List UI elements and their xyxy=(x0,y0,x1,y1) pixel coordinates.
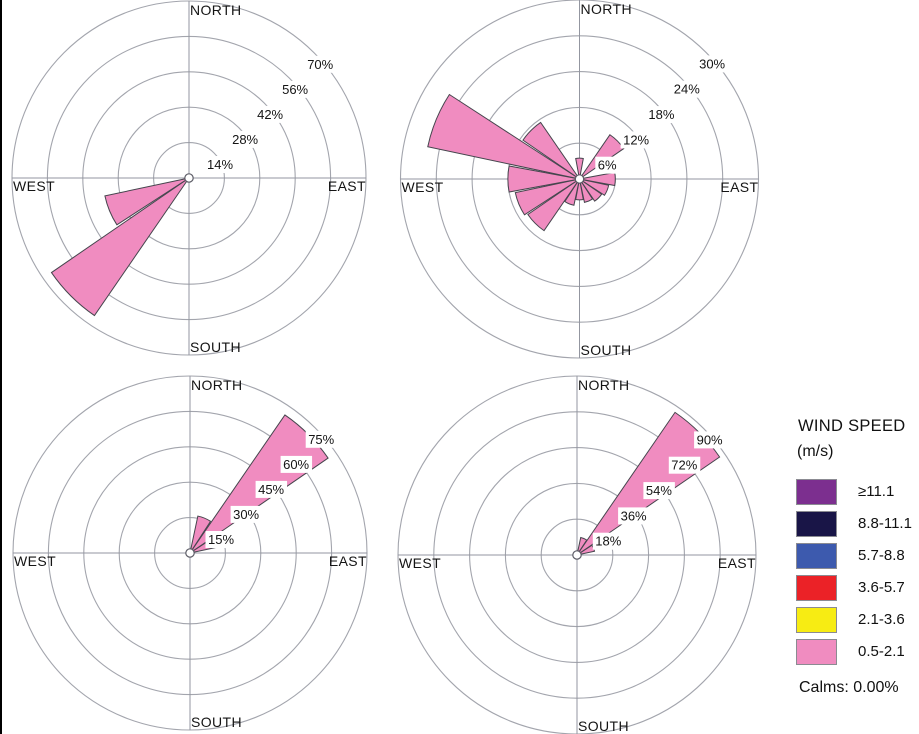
cardinal-east: EAST xyxy=(328,178,366,194)
ring-label-72pct: 72% xyxy=(671,458,697,473)
cardinal-east: EAST xyxy=(720,179,758,195)
windrose-bottom-right: 18%36% 54% 72%90% NORTH SOUTH WEST EAST xyxy=(397,375,757,734)
cardinal-north: NORTH xyxy=(578,377,630,393)
windrose-top-right: 6% 12% 18%24% 30% NORTH SOUTH WEST EAST xyxy=(400,0,759,359)
petal-n xyxy=(575,157,584,180)
cardinal-north: NORTH xyxy=(190,2,242,18)
ring-label-bg xyxy=(254,105,287,123)
ring-label-90pct: 90% xyxy=(697,432,723,447)
ring-label-30pct: 30% xyxy=(233,507,259,522)
ring-label-bg xyxy=(668,456,701,474)
ring-label-36pct: 36% xyxy=(621,508,647,523)
petal-nw xyxy=(522,121,580,180)
ring-label-18pct: 18% xyxy=(648,107,674,122)
ring-label-60pct: 60% xyxy=(283,457,309,472)
ring-label-bg xyxy=(696,55,729,73)
petal-wnw xyxy=(427,93,580,180)
center-dot xyxy=(574,174,585,184)
center-dot xyxy=(185,548,195,558)
ring-label-bg xyxy=(304,55,337,73)
cardinal-south: SOUTH xyxy=(581,342,632,358)
ring-label-70pct: 70% xyxy=(307,57,333,72)
ring-label-bg xyxy=(280,455,313,473)
ring-label-14pct: 14% xyxy=(207,157,233,172)
cardinal-north: NORTH xyxy=(581,1,633,17)
ring-label-bg xyxy=(643,482,675,500)
petal-wsw xyxy=(104,177,190,226)
ring-label-56pct: 56% xyxy=(282,82,308,97)
ring-label-bg xyxy=(694,431,726,449)
ring-label-45pct: 45% xyxy=(258,482,284,497)
cardinal-west: WEST xyxy=(14,553,56,569)
ring-label-24pct: 24% xyxy=(674,82,700,97)
cardinal-east: EAST xyxy=(718,555,756,571)
petal-sse xyxy=(579,178,594,203)
left-edge-line xyxy=(0,0,2,734)
windrose-top-left: 14% 28% 42% 56% 70% NORTH SOUTH WEST EAST xyxy=(11,0,367,356)
ring-label-bg xyxy=(645,106,678,124)
petal-w xyxy=(507,165,580,193)
ring-label-bg xyxy=(595,156,620,174)
ring-label-bg xyxy=(279,80,312,98)
ring-label-bg xyxy=(618,507,650,525)
ring-label-12pct: 12% xyxy=(623,132,649,147)
cardinal-east: EAST xyxy=(329,553,367,569)
petal-sw xyxy=(527,178,580,232)
petal-ssw xyxy=(564,178,580,206)
ring-label-42pct: 42% xyxy=(257,107,283,122)
ring-label-30pct: 30% xyxy=(699,56,725,71)
center-dot xyxy=(572,550,582,560)
ring-label-18pct: 18% xyxy=(595,534,621,549)
center-dot xyxy=(184,173,194,183)
petal-sw xyxy=(50,177,190,317)
petal-wsw xyxy=(514,178,580,216)
ring-label-6pct: 6% xyxy=(598,158,617,173)
ring-label-bg xyxy=(592,532,625,550)
ring-label-bg xyxy=(229,130,262,148)
ring-label-bg xyxy=(204,156,236,173)
ring-label-bg xyxy=(230,505,263,523)
petal-ese xyxy=(579,178,610,196)
cardinal-west: WEST xyxy=(402,179,444,195)
ring-label-bg xyxy=(671,80,703,98)
windrose-bottom-left: 15% 30% 45% 60% 75% NORTH SOUTH WEST EAST xyxy=(12,375,368,731)
ring-label-15pct: 15% xyxy=(208,532,234,547)
petal-nne xyxy=(189,515,212,554)
ring-label-bg xyxy=(305,430,338,448)
ring-label-54pct: 54% xyxy=(646,483,672,498)
ring-label-75pct: 75% xyxy=(308,432,334,447)
ring-label-bg xyxy=(205,531,237,548)
ring-label-bg xyxy=(620,131,653,149)
cardinal-north: NORTH xyxy=(191,377,243,393)
ring-label-bg xyxy=(255,480,288,498)
ring-label-28pct: 28% xyxy=(232,132,258,147)
cardinal-south: SOUTH xyxy=(578,718,629,734)
cardinal-south: SOUTH xyxy=(191,714,242,730)
petal-s xyxy=(575,178,584,201)
cardinal-south: SOUTH xyxy=(190,339,241,355)
cardinal-west: WEST xyxy=(399,555,441,571)
petal-se xyxy=(579,178,603,202)
cardinal-west: WEST xyxy=(13,178,55,194)
